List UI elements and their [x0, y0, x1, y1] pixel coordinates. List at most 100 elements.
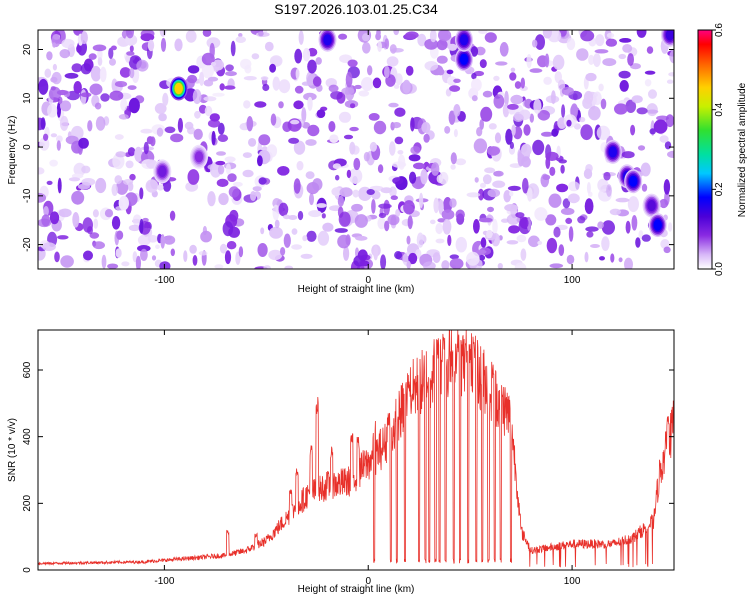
- spectrogram-cell: [663, 179, 671, 195]
- spectrogram-cell: [207, 119, 221, 128]
- spectrogram-cell: [272, 76, 281, 91]
- spectrogram-cell: [298, 30, 304, 45]
- spectrogram-cell: [395, 209, 401, 217]
- spectrogram-cell: [258, 134, 271, 146]
- spectrogram-cell: [338, 111, 352, 123]
- spectrogram-cell: [610, 253, 615, 263]
- spectrogram-cell: [562, 198, 571, 209]
- spectrogram-cell: [583, 90, 594, 105]
- colorbar-label: Normalized spectral amplitude: [737, 82, 748, 217]
- spectrogram-cell: [92, 44, 107, 52]
- x-tick-label: 0: [365, 275, 371, 286]
- spectrogram-hotspot: [647, 200, 656, 212]
- spectrogram-cell: [508, 225, 520, 234]
- spectrogram-cell: [121, 261, 130, 267]
- spectrogram-cell: [99, 66, 107, 83]
- spectrogram-cell: [129, 173, 136, 181]
- spectrogram-cell: [92, 241, 105, 250]
- spectrogram-cell: [429, 30, 437, 43]
- spectrogram-cell: [225, 71, 237, 77]
- spectrogram-cell: [331, 187, 343, 197]
- spectrogram-cell: [293, 100, 304, 110]
- spectrogram-cell: [561, 86, 575, 96]
- spectrogram-cell: [432, 252, 441, 264]
- spectrogram-cell: [497, 263, 503, 269]
- spectrogram-cell: [475, 249, 487, 254]
- spectrogram-cell: [338, 33, 348, 40]
- spectrogram-cell: [339, 187, 353, 198]
- spectrogram-cell: [669, 49, 674, 64]
- spectrogram-cell: [544, 53, 550, 68]
- spectrogram-cell: [585, 72, 597, 82]
- spectrogram-cell: [230, 40, 236, 57]
- spectrogram-cell: [163, 235, 176, 245]
- spectrogram-cell: [317, 230, 330, 246]
- spectrogram-cell: [128, 224, 141, 232]
- spectrogram-cell: [584, 251, 589, 263]
- spectrogram-hotspot: [323, 34, 332, 46]
- snr-x-label: Height of straight line (km): [298, 584, 415, 595]
- spectrogram-cell: [492, 180, 506, 188]
- spectrogram-cell: [644, 70, 656, 75]
- spectrogram-cell: [408, 252, 418, 265]
- x-tick-label: -100: [154, 275, 174, 286]
- spectrogram-cell: [406, 260, 411, 269]
- spectrogram-cell: [46, 51, 53, 61]
- spectrogram-cell: [57, 177, 62, 194]
- spectrogram-cell: [402, 79, 411, 94]
- spectrogram-y-label: Frequency (Hz): [7, 116, 18, 185]
- snr-x-ticks: -100 0 100: [154, 330, 581, 587]
- spectrogram-cell: [352, 189, 360, 198]
- spectrogram-cell: [363, 151, 370, 162]
- spectrogram-cell: [618, 53, 627, 60]
- colorbar-tick-label: 0.2: [714, 182, 725, 196]
- spectrogram-cell: [338, 211, 351, 227]
- spectrogram-cell: [49, 159, 58, 167]
- spectrogram-cell: [243, 100, 251, 109]
- spectrogram-cell: [637, 30, 643, 36]
- spectrogram-cell: [560, 207, 575, 215]
- spectrogram-cell: [606, 32, 615, 39]
- spectrogram-cell: [499, 42, 509, 57]
- spectrogram-cell: [510, 67, 516, 73]
- spectrogram-cell: [637, 145, 646, 151]
- spectrogram-cell: [549, 263, 564, 269]
- spectrogram-cell: [618, 257, 623, 263]
- spectrogram-cell: [246, 116, 254, 132]
- spectrogram-cell: [595, 34, 605, 47]
- spectrogram-cell: [194, 110, 201, 119]
- spectrogram-cell: [183, 250, 188, 263]
- y-tick-label: 0: [22, 144, 33, 150]
- spectrogram-cell: [594, 49, 609, 54]
- spectrogram-hotspot: [459, 53, 469, 65]
- spectrogram-cell: [60, 255, 74, 268]
- spectrogram-cell: [248, 138, 257, 147]
- spectrogram-cell: [111, 183, 118, 196]
- spectrogram-cell: [470, 46, 479, 57]
- spectrogram-cell: [291, 244, 303, 250]
- spectrogram-cell: [345, 71, 353, 88]
- spectrogram-cell: [387, 214, 400, 226]
- spectrogram-cell: [583, 168, 593, 180]
- spectrogram-cell: [71, 173, 84, 179]
- spectrogram-cell: [332, 163, 341, 170]
- spectrogram-cell: [479, 59, 487, 69]
- spectrogram-cell: [43, 206, 49, 217]
- spectrogram-cell: [520, 248, 527, 261]
- spectrogram-cell: [549, 166, 556, 176]
- spectrogram-cell: [570, 103, 579, 119]
- spectrogram-cell: [362, 42, 371, 54]
- spectrogram-cell: [397, 154, 406, 170]
- spectrogram-cell: [251, 53, 260, 60]
- spectrogram-cell: [147, 235, 158, 243]
- spectrogram-cell: [408, 154, 421, 162]
- spectrogram-cell: [450, 164, 456, 170]
- spectrogram-cell: [206, 37, 221, 49]
- spectrogram-cell: [278, 79, 291, 94]
- spectrogram-cell: [262, 83, 270, 92]
- spectrogram-cell: [109, 58, 116, 66]
- spectrogram-cell: [521, 156, 531, 168]
- spectrogram-cell: [393, 30, 399, 36]
- spectrogram-cell: [288, 215, 298, 220]
- spectrogram-cell: [455, 209, 465, 220]
